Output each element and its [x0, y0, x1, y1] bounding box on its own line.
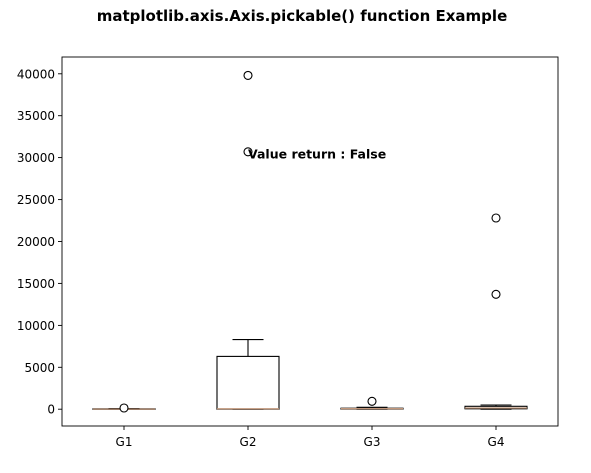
x-tick-label: G1 [116, 435, 133, 449]
y-tick-label: 10000 [17, 319, 55, 333]
flier-point [491, 289, 501, 299]
x-tick-label: G4 [488, 435, 505, 449]
flier-point [243, 70, 253, 80]
y-tick-label: 0 [47, 403, 55, 417]
chart-title: matplotlib.axis.Axis.pickable() function… [97, 7, 508, 25]
flier-point [367, 396, 377, 406]
y-tick-label: 25000 [17, 193, 55, 207]
y-tick-label: 5000 [24, 361, 55, 375]
y-tick-label: 20000 [17, 235, 55, 249]
y-tick-label: 40000 [17, 67, 55, 81]
flier-point [243, 147, 253, 157]
y-tick-label: 15000 [17, 277, 55, 291]
flier-point [491, 213, 501, 223]
y-tick-label: 30000 [17, 151, 55, 165]
annotation-text: Value return : False [248, 146, 386, 161]
plot-area: 0 5000 10000 15000 20000 25000 30000 35000 40000… [17, 56, 559, 449]
x-tick-label: G2 [240, 435, 257, 449]
x-tick-label: G3 [364, 435, 381, 449]
flier-point [119, 403, 129, 413]
y-tick-label: 35000 [17, 109, 55, 123]
